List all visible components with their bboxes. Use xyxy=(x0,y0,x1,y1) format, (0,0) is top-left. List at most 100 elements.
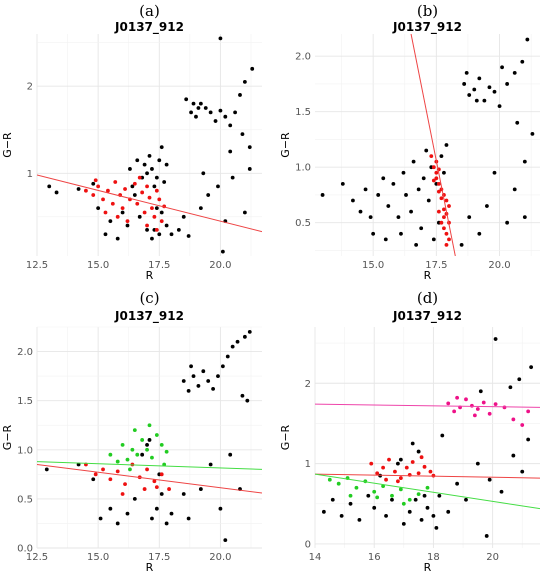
y-axis-label: G−R xyxy=(279,132,292,158)
data-point xyxy=(522,159,527,164)
data-point xyxy=(218,108,223,113)
data-point xyxy=(372,505,377,510)
y-tick-label: 0.5 xyxy=(295,218,311,229)
data-point xyxy=(91,193,96,197)
data-point xyxy=(196,384,201,388)
data-point xyxy=(447,204,451,208)
chart-title: J0137_912 xyxy=(392,309,462,324)
data-point xyxy=(157,197,162,202)
data-point xyxy=(125,223,130,228)
data-point xyxy=(47,184,52,189)
data-point xyxy=(520,59,525,64)
data-point xyxy=(123,187,127,191)
data-point xyxy=(230,175,235,180)
data-point xyxy=(142,487,147,491)
data-point xyxy=(464,397,468,402)
data-point xyxy=(320,193,325,197)
data-point xyxy=(421,176,426,181)
data-point xyxy=(470,403,474,408)
data-point xyxy=(101,467,105,472)
data-point xyxy=(150,167,154,171)
data-point xyxy=(106,188,110,193)
x-tick-label: 20.0 xyxy=(488,260,510,271)
data-point xyxy=(240,132,245,137)
data-point xyxy=(434,176,439,181)
data-point xyxy=(147,195,152,200)
data-point xyxy=(464,497,468,502)
data-point xyxy=(96,184,101,189)
panel-b: (b)J0137_912 15.0 17.5 20.0 0.5 1.0 1.5 2.0 R G−R xyxy=(279,2,540,282)
y-tick-label: 0 xyxy=(305,539,311,550)
data-point xyxy=(455,481,460,486)
x-tick-label: 15.0 xyxy=(87,260,109,271)
data-point xyxy=(478,389,483,394)
data-point xyxy=(142,162,147,167)
x-tick-label: 17.5 xyxy=(425,260,447,271)
data-point xyxy=(147,153,152,158)
data-point xyxy=(447,237,451,242)
data-point xyxy=(477,76,482,81)
plot-area xyxy=(320,34,535,256)
data-point xyxy=(169,232,174,237)
data-point xyxy=(431,513,436,518)
y-axis-label: G−R xyxy=(279,424,292,450)
data-point xyxy=(103,232,108,237)
data-point xyxy=(159,219,164,224)
data-point xyxy=(358,209,363,214)
data-point xyxy=(481,400,486,405)
data-point xyxy=(186,234,191,238)
data-point xyxy=(372,489,377,494)
data-point xyxy=(223,538,228,543)
data-point xyxy=(439,220,444,225)
data-point xyxy=(167,487,171,491)
data-point xyxy=(398,457,403,462)
data-point xyxy=(446,401,451,406)
data-point xyxy=(125,511,130,516)
data-point xyxy=(487,411,492,416)
data-point xyxy=(162,180,167,184)
x-axis-label: R xyxy=(424,561,432,574)
data-point xyxy=(414,243,419,247)
data-point xyxy=(416,187,421,192)
data-point xyxy=(145,227,149,232)
x-tick-label: 17.5 xyxy=(148,260,170,271)
data-point xyxy=(485,204,489,208)
data-point xyxy=(511,417,516,422)
data-point xyxy=(220,364,225,369)
data-point xyxy=(206,379,211,383)
data-point xyxy=(407,509,412,514)
chart-title: J0137_912 xyxy=(114,20,184,35)
data-point xyxy=(208,462,213,467)
data-point xyxy=(154,433,159,437)
fit-line xyxy=(315,473,540,479)
data-point xyxy=(434,170,439,175)
data-point xyxy=(431,165,436,170)
chart-title: J0137_912 xyxy=(392,20,462,35)
data-point xyxy=(387,457,391,462)
data-point xyxy=(120,210,125,215)
data-point xyxy=(137,175,142,180)
data-point xyxy=(135,158,140,163)
data-point xyxy=(526,409,531,414)
data-point xyxy=(157,158,162,163)
data-point xyxy=(228,149,233,154)
data-point xyxy=(247,167,252,171)
data-point xyxy=(436,209,441,214)
data-point xyxy=(159,472,164,477)
data-point xyxy=(130,447,135,452)
data-point xyxy=(487,85,492,90)
data-point xyxy=(464,70,469,75)
data-point xyxy=(401,521,406,526)
data-point xyxy=(398,487,403,492)
data-point xyxy=(181,492,186,496)
data-point xyxy=(477,231,482,236)
y-tick-label: 0.5 xyxy=(17,494,33,505)
data-point xyxy=(132,193,137,197)
data-point xyxy=(240,393,245,398)
plot-area xyxy=(37,330,262,543)
chart-title: J0137_912 xyxy=(114,309,184,324)
data-point xyxy=(411,159,416,164)
data-point xyxy=(201,369,206,374)
data-point xyxy=(371,231,376,236)
data-point xyxy=(203,106,208,110)
